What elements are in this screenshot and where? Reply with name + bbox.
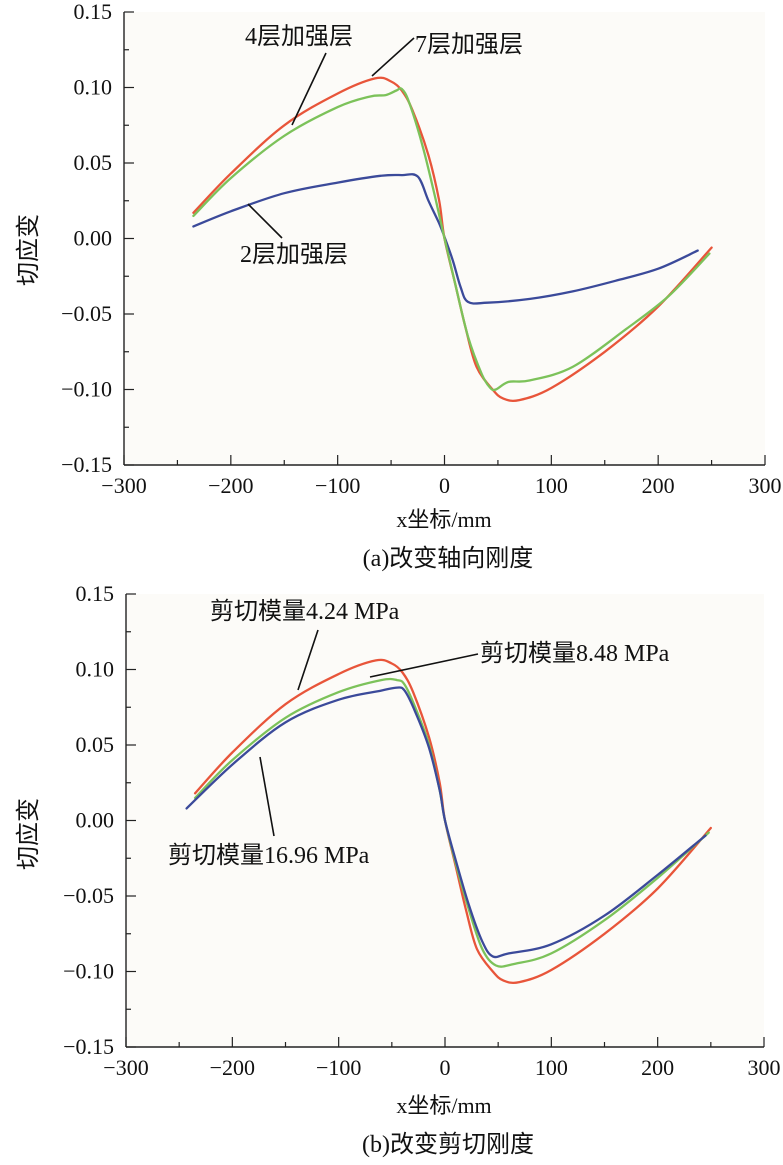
y-tick-label: −0.15 xyxy=(63,1034,114,1059)
series-line xyxy=(185,686,707,959)
y-tick-label: 0.10 xyxy=(74,75,113,100)
chart-caption: (b)改变剪切刚度 xyxy=(362,1131,534,1158)
axis-ticks: −300 −200 −100 0 100 200 300 0.15 0.10 0.05 0.00 −0… xyxy=(61,0,781,498)
x-tick-label: 300 xyxy=(748,1055,781,1080)
x-axis-label: x坐标/mm xyxy=(396,1093,491,1118)
annotation-leader xyxy=(297,629,319,691)
annotation-label: 2层加强层 xyxy=(240,241,348,268)
x-tick-label: −200 xyxy=(210,1055,255,1080)
x-tick-label: 0 xyxy=(440,1055,451,1080)
y-tick-label: −0.10 xyxy=(61,377,112,402)
annotation-label: 剪切模量16.96 MPa xyxy=(168,842,370,869)
chart-panel-b: 切应变 x坐标/mm (b)改变剪切刚度 −300 −200 −100 0 100 200… xyxy=(15,581,781,1158)
annotations: 剪切模量4.24 MPa 剪切模量8.48 MPa 剪切模量16.96 MPa xyxy=(168,598,670,869)
chart-caption: (a)改变轴向刚度 xyxy=(363,545,534,572)
y-axis-label: 切应变 xyxy=(15,214,42,286)
x-tick-label: −100 xyxy=(315,473,360,498)
y-tick-label: 0.10 xyxy=(76,657,115,682)
y-tick-label: −0.15 xyxy=(61,452,112,477)
annotation-leader xyxy=(259,756,275,837)
y-axis-label: 切应变 xyxy=(15,798,42,870)
x-tick-label: −300 xyxy=(103,1055,148,1080)
x-tick-label: −200 xyxy=(208,473,253,498)
x-tick-label: 300 xyxy=(749,473,782,498)
x-tick-label: 100 xyxy=(535,473,568,498)
y-tick-label: 0.00 xyxy=(76,808,115,833)
annotations: 4层加强层 7层加强层 2层加强层 xyxy=(240,23,523,268)
series-lines xyxy=(192,76,713,402)
y-tick-label: −0.05 xyxy=(61,301,112,326)
x-tick-label: 200 xyxy=(642,473,675,498)
y-tick-label: 0.15 xyxy=(74,0,113,24)
x-tick-label: −100 xyxy=(316,1055,361,1080)
y-tick-label: 0.15 xyxy=(76,581,115,606)
y-tick-label: 0.05 xyxy=(76,732,115,757)
y-tick-label: 0.05 xyxy=(74,150,113,175)
annotation-label: 剪切模量8.48 MPa xyxy=(480,640,670,667)
annotation-leader xyxy=(369,653,479,678)
x-tick-label: 200 xyxy=(641,1055,674,1080)
series-line xyxy=(192,87,711,392)
annotation-leader xyxy=(291,52,327,126)
annotation-label: 7层加强层 xyxy=(415,31,523,58)
x-tick-label: 100 xyxy=(535,1055,568,1080)
x-tick-label: −300 xyxy=(101,473,146,498)
annotation-leader xyxy=(371,37,415,77)
axis-ticks: −300 −200 −100 0 100 200 300 0.15 0.10 0.05 0.00 −0… xyxy=(63,581,780,1080)
x-tick-label: 0 xyxy=(439,473,450,498)
y-tick-label: −0.10 xyxy=(63,959,114,984)
x-axis-label: x坐标/mm xyxy=(396,507,491,532)
annotation-label: 4层加强层 xyxy=(245,23,353,50)
series-lines xyxy=(185,658,712,984)
y-tick-label: 0.00 xyxy=(74,226,113,251)
y-tick-label: −0.05 xyxy=(63,883,114,908)
annotation-label: 剪切模量4.24 MPa xyxy=(210,598,400,625)
chart-panel-a: 切应变 x坐标/mm (a)改变轴向刚度 −300 −200 −100 0 100 200… xyxy=(15,0,782,572)
annotation-leader xyxy=(247,203,283,239)
